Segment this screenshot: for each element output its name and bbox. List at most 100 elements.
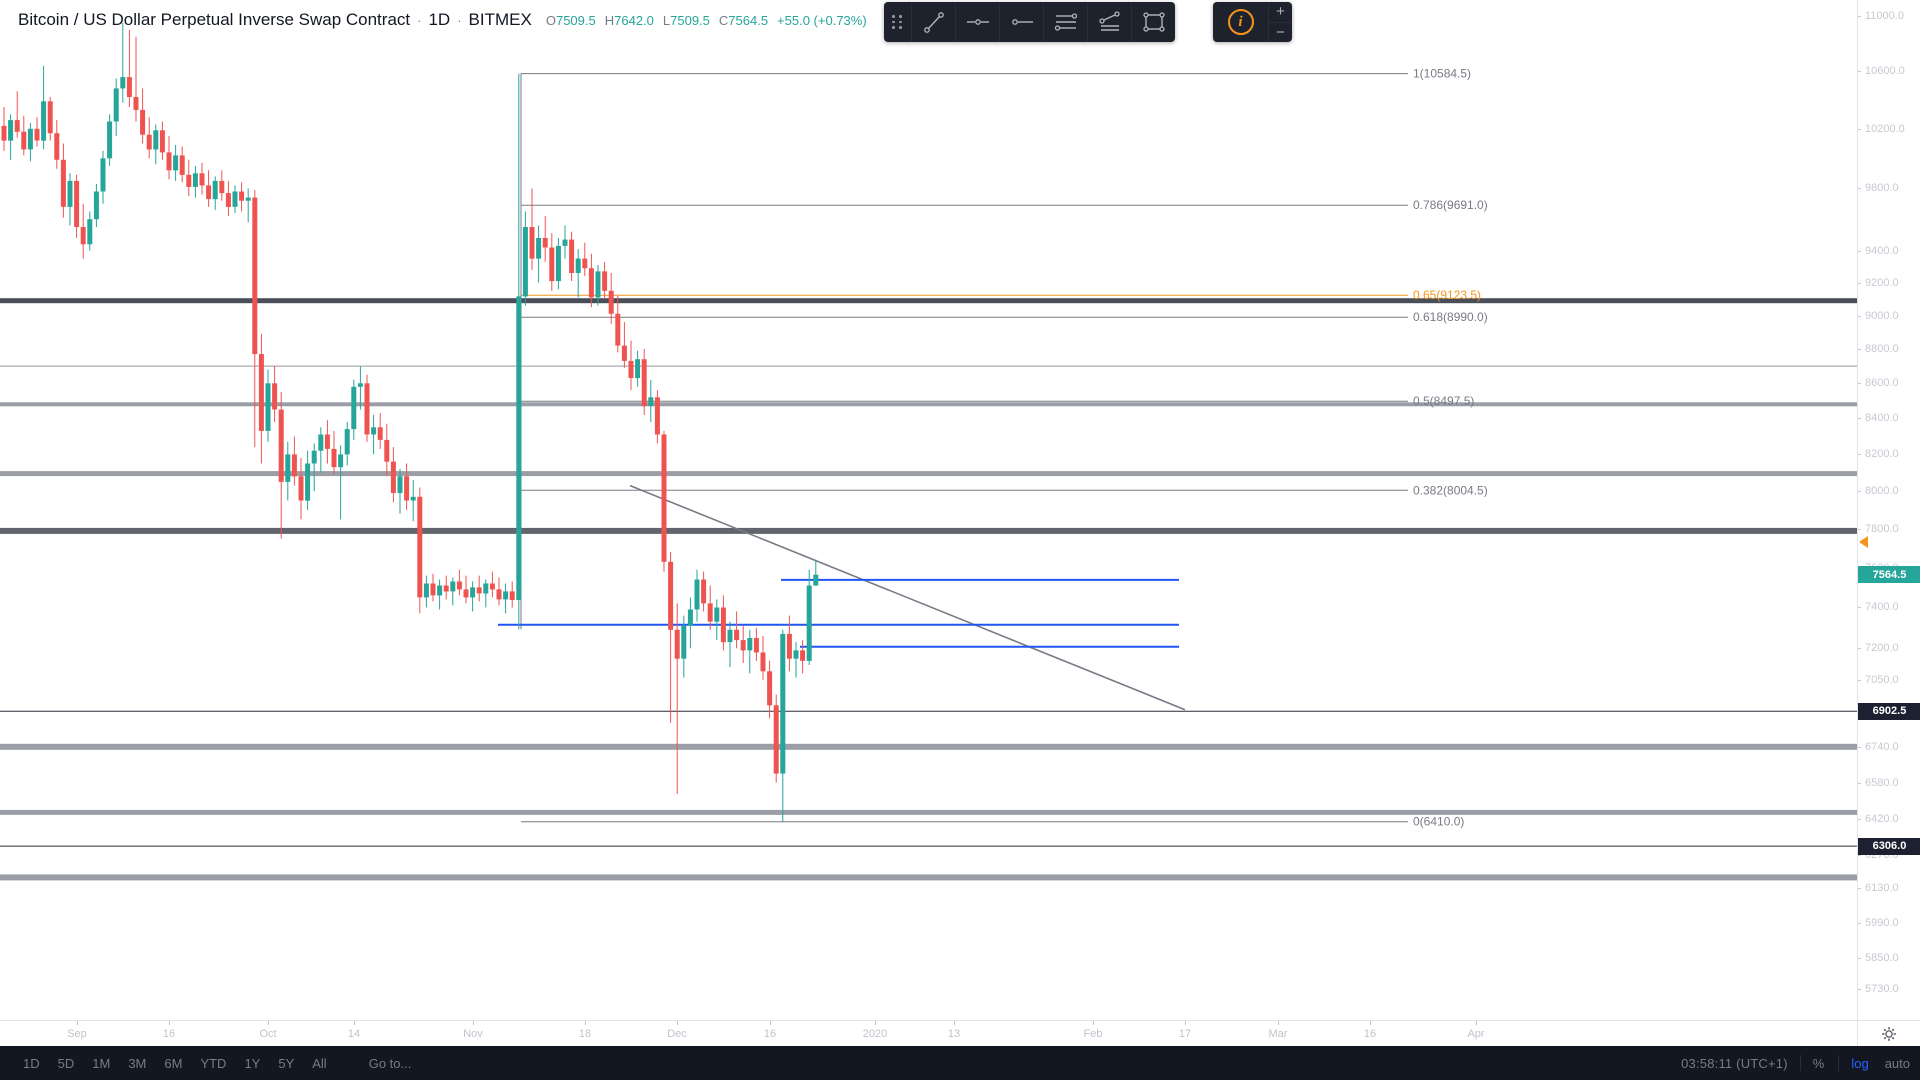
time-axis-tick [473,1021,474,1025]
price-axis-tick [1858,988,1861,990]
price-axis-tick [1858,491,1861,493]
resolution-label[interactable]: 1D [428,10,451,29]
trend-line-icon [923,12,944,33]
price-axis-label: 9200.0 [1865,276,1899,289]
candle-body [569,239,575,273]
goto-button[interactable]: Go to... [368,1055,412,1071]
price-axis[interactable]: 11000.0 10600.0 10200.0 9800.0 9400.0 9200.0 9… [1857,0,1920,1020]
candle-body [740,640,746,651]
range-button-all[interactable]: All [312,1055,327,1071]
candle-body [344,429,350,455]
candle-body [93,191,99,220]
candle-body [173,155,179,171]
fib-level-label: 0.382(8004.5) [1413,483,1488,497]
support-resistance-band[interactable] [0,298,1857,304]
support-resistance-band[interactable] [0,402,1857,407]
candle-body [351,386,357,430]
time-axis[interactable]: Sep 16 Oct 14 Nov 18 Dec 16 2020 13 Feb 17 Mar 16 Apr [0,1020,1857,1046]
candle-body [192,173,198,187]
range-button-5d[interactable]: 5D [57,1055,75,1071]
range-button-6m[interactable]: 6M [164,1055,183,1071]
candle-body [615,313,621,346]
drag-handle[interactable] [884,2,911,42]
price-axis-tick [1858,888,1861,890]
log-scale-button[interactable]: log [1851,1055,1869,1071]
candle-body [503,591,509,600]
time-axis-label: Sep [67,1028,87,1040]
price-axis-label: 8000.0 [1865,485,1899,498]
candle-body [166,152,172,171]
time-axis-label: 13 [947,1028,961,1040]
range-button-1d[interactable]: 1D [23,1055,40,1071]
range-button-1y[interactable]: 1Y [244,1055,261,1071]
chart-plot-area[interactable]: 1(10584.5) 0.786(9691.0) 0.65(9123.5) 0.618… [0,0,1857,1020]
candle-body [357,383,363,387]
fib-retracement-tool[interactable] [1043,2,1087,42]
percent-scale-button[interactable]: % [1812,1055,1825,1071]
price-axis-tick [1858,854,1861,856]
open-label: O [545,12,556,28]
price-axis-tick [1858,315,1861,317]
price-axis-label: 8200.0 [1865,448,1899,461]
candle-body [311,450,317,464]
support-resistance-band[interactable] [0,527,1857,534]
info-zoom-toolbar: i + − [1213,2,1292,42]
range-button-ytd[interactable]: YTD [200,1055,227,1071]
zoom-in-button[interactable]: + [1269,2,1292,23]
zoom-out-button[interactable]: − [1276,23,1285,41]
support-resistance-band[interactable] [0,365,1857,367]
price-axis-tick [1858,383,1861,385]
support-resistance-band[interactable] [0,743,1857,750]
zoom-controls: + − [1268,2,1292,42]
time-axis-label: Apr [1467,1028,1485,1040]
drawing-toolbar [884,2,1175,42]
horizontal-ray-tool[interactable] [999,2,1043,42]
price-axis-label: 6740.0 [1865,740,1899,753]
range-button-5y[interactable]: 5Y [278,1055,295,1071]
exchange-label[interactable]: BITMEX [468,10,532,29]
candle-body [324,434,330,449]
support-resistance-band[interactable] [0,874,1857,881]
candle-body [252,197,258,355]
candle-body [146,134,152,150]
price-axis-tick [1858,958,1861,960]
range-button-1m[interactable]: 1M [92,1055,111,1071]
trend-line-tool[interactable] [911,2,955,42]
rectangle-tool[interactable] [1131,2,1175,42]
range-button-3m[interactable]: 3M [128,1055,147,1071]
candle-body [668,561,674,630]
candle-body [522,227,528,297]
price-axis-tick [1858,922,1861,924]
candle-body [720,607,726,643]
alert-arrow-icon[interactable] [1859,536,1868,549]
candle-body [430,583,436,596]
info-button[interactable]: i [1213,2,1268,42]
chart-settings-button[interactable] [1857,1020,1920,1046]
close-label: C [718,12,729,28]
support-resistance-band[interactable] [0,471,1857,477]
candle-body [780,633,786,774]
candle-body [318,434,324,451]
descending-trend-line[interactable] [629,484,1186,711]
candle-body [747,638,753,651]
horizontal-line-tool[interactable] [955,2,999,42]
high-value: 7642.0 [614,12,654,28]
candle-body [67,180,73,207]
clock-label[interactable]: 03:58:11 (UTC+1) [1681,1055,1788,1071]
trend-fib-extension-icon [1098,11,1120,31]
candle-body [681,625,687,659]
price-axis-label: 7200.0 [1865,642,1899,655]
auto-scale-button[interactable]: auto [1884,1055,1910,1071]
price-axis-tick [1858,528,1861,530]
support-resistance-band[interactable] [0,809,1857,815]
horizontal-ray-icon [1011,19,1033,25]
symbol-title[interactable]: Bitcoin / US Dollar Perpetual Inverse Sw… [18,10,411,29]
candle-body [232,191,238,207]
price-axis-tick [1858,188,1861,190]
candle-body [113,88,119,122]
candle-body [41,101,47,141]
symbol-legend: Bitcoin / US Dollar Perpetual Inverse Sw… [18,9,867,31]
candle-body [437,585,443,596]
trend-fib-extension-tool[interactable] [1087,2,1131,42]
candle-body [727,629,733,643]
